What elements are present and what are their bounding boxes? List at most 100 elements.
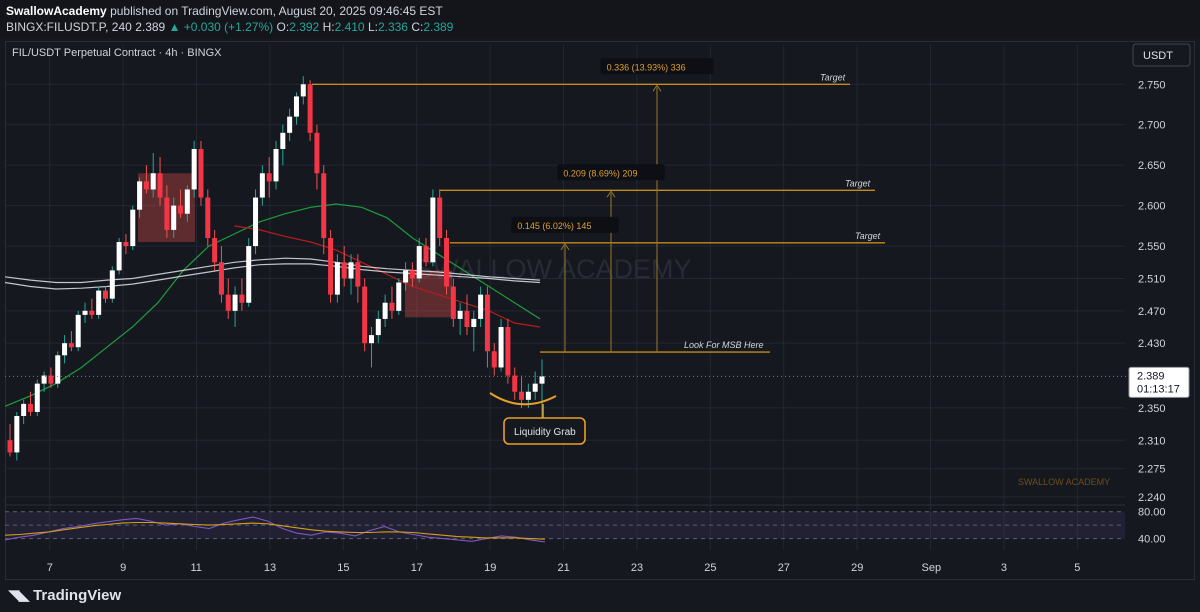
candle-body[interactable]	[341, 262, 347, 279]
candle-body[interactable]	[484, 294, 490, 352]
candle-body[interactable]	[96, 290, 102, 315]
candle-body[interactable]	[457, 310, 463, 319]
candle-body[interactable]	[89, 310, 95, 315]
candle-body[interactable]	[21, 403, 27, 416]
time-axis-label: 25	[704, 562, 716, 574]
candle-body[interactable]	[328, 238, 334, 295]
candle-body[interactable]	[273, 149, 279, 182]
measure-arrow	[652, 84, 662, 92]
candle-body[interactable]	[355, 262, 361, 287]
candle-body[interactable]	[7, 440, 13, 453]
candle-body[interactable]	[75, 314, 81, 348]
candle-body[interactable]	[450, 286, 456, 319]
candle-body[interactable]	[212, 238, 218, 263]
tradingview-logo[interactable]: ◥◣ TradingView	[8, 586, 121, 604]
candle-body[interactable]	[525, 391, 531, 400]
candle-body[interactable]	[321, 173, 327, 238]
candle-body[interactable]	[191, 149, 197, 190]
candle-body[interactable]	[444, 238, 450, 287]
candle-body[interactable]	[368, 335, 374, 344]
candle-body[interactable]	[409, 270, 415, 279]
candle-body[interactable]	[266, 173, 272, 182]
time-axis-label: 29	[851, 562, 863, 574]
candle-body[interactable]	[471, 318, 477, 327]
candle-body[interactable]	[123, 242, 129, 247]
candle-body[interactable]	[403, 270, 409, 283]
candle-body[interactable]	[307, 84, 313, 133]
candle-body[interactable]	[300, 84, 306, 97]
candle-body[interactable]	[382, 302, 388, 319]
candle-body[interactable]	[389, 302, 395, 311]
candle-body[interactable]	[184, 189, 190, 214]
low-value: 2.336	[377, 20, 408, 34]
candle-body[interactable]	[239, 294, 245, 303]
candle-body[interactable]	[55, 355, 61, 384]
candle-body[interactable]	[505, 327, 511, 376]
candle-body[interactable]	[14, 416, 20, 453]
candle-body[interactable]	[82, 310, 88, 315]
measure-label-box	[511, 216, 619, 233]
rsi-axis-label: 40.00	[1138, 534, 1166, 546]
candle-body[interactable]	[41, 375, 47, 384]
candle-body[interactable]	[532, 383, 538, 392]
price-axis-label: 2.310	[1138, 435, 1166, 447]
candle-body[interactable]	[198, 149, 204, 198]
candle-body[interactable]	[287, 116, 293, 133]
price-axis-label: 2.700	[1138, 120, 1166, 132]
candle-body[interactable]	[34, 383, 40, 412]
candle-body[interactable]	[143, 181, 149, 190]
candle-body[interactable]	[116, 242, 122, 271]
candle-body[interactable]	[253, 197, 259, 247]
candle-body[interactable]	[512, 375, 518, 392]
candle-body[interactable]	[62, 343, 68, 356]
candle-body[interactable]	[362, 286, 368, 344]
candle-body[interactable]	[423, 246, 429, 263]
candle-body[interactable]	[178, 205, 184, 214]
candle-body[interactable]	[171, 205, 177, 230]
author-name[interactable]: SwallowAcademy	[6, 4, 107, 18]
candle-body[interactable]	[478, 294, 484, 319]
candle-body[interactable]	[225, 294, 231, 311]
candle-body[interactable]	[150, 173, 156, 190]
candle-body[interactable]	[396, 282, 402, 311]
candle-body[interactable]	[48, 375, 54, 384]
candle-body[interactable]	[27, 403, 33, 412]
candle-body[interactable]	[102, 290, 108, 299]
liquidity-arc	[489, 392, 557, 406]
change: ▲ +0.030 (+1.27%)	[168, 20, 274, 34]
candle-body[interactable]	[498, 327, 504, 368]
chart-title: FIL/USDT Perpetual Contract · 4h · BINGX	[12, 47, 222, 59]
candle-body[interactable]	[246, 246, 252, 303]
close-label: C:	[411, 20, 424, 34]
candle-body[interactable]	[109, 270, 115, 299]
candle-body[interactable]	[348, 262, 354, 279]
candle-body[interactable]	[491, 351, 497, 368]
liquidity-grab-callout[interactable]	[503, 417, 586, 445]
candle-body[interactable]	[130, 209, 136, 247]
candle-body[interactable]	[280, 132, 286, 149]
time-axis-label: 17	[411, 562, 423, 574]
candle-body[interactable]	[259, 173, 265, 198]
candle-body[interactable]	[314, 132, 320, 174]
candle-body[interactable]	[218, 262, 224, 295]
candle-body[interactable]	[464, 310, 470, 327]
price-axis-label: 2.650	[1138, 160, 1166, 172]
candle-body[interactable]	[430, 197, 436, 263]
candle-body[interactable]	[293, 96, 299, 117]
candle-body[interactable]	[539, 376, 545, 384]
candle-body[interactable]	[519, 391, 525, 400]
candle-body[interactable]	[232, 294, 238, 311]
candle-body[interactable]	[334, 262, 340, 295]
candle-body[interactable]	[205, 197, 211, 238]
candle-body[interactable]	[375, 318, 381, 336]
tradingview-icon: ◥◣	[8, 587, 30, 604]
candle-body[interactable]	[68, 343, 74, 348]
candle-body[interactable]	[437, 197, 443, 238]
candle-body[interactable]	[416, 246, 422, 279]
currency-button[interactable]	[1132, 43, 1191, 67]
candle-body[interactable]	[137, 181, 143, 210]
candle-body[interactable]	[157, 173, 163, 198]
candle-body[interactable]	[164, 197, 170, 230]
publish-date: published on TradingView.com, August 20,…	[110, 4, 443, 18]
